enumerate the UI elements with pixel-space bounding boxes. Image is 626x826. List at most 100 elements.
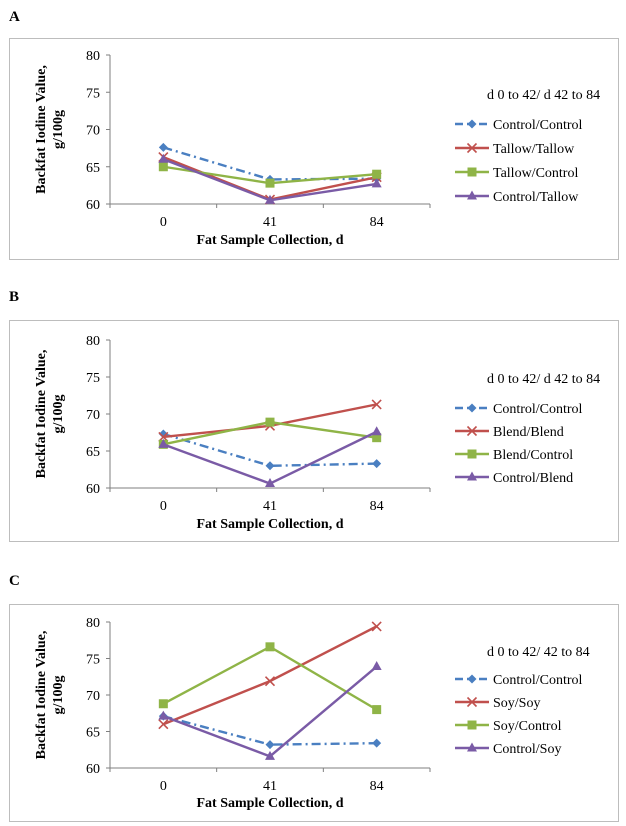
chart-2-series-1-point-0	[158, 719, 169, 730]
chart-2-y-tick-label-2: 70	[86, 689, 100, 704]
chart-0-x-tick-label-1: 41	[263, 215, 277, 230]
chart-0-legend-marker-0	[467, 119, 477, 129]
chart-2-y-tick-label-1: 65	[86, 726, 100, 741]
chart-0-series-3-point-2	[371, 178, 382, 188]
chart-1-legend-marker-1-stroke-2	[466, 425, 478, 437]
panel-label-b: B	[9, 289, 20, 305]
chart-2-series-1-point-2	[371, 621, 382, 632]
chart-2-x-tick-label-0: 0	[160, 779, 167, 794]
chart-b: 60 65 70 75 80 0 41 84 Fat Sample Collection, d B…	[9, 320, 619, 542]
chart-0-y-tick-label-4: 80	[86, 49, 100, 64]
chart-c: 60 65 70 75 80 0 41 84 Fat Sample Collection, d B…	[9, 604, 619, 822]
chart-2-series-0-point-2	[372, 738, 382, 748]
chart-0-y-tick-label-0: 60	[86, 198, 100, 213]
chart-2-series-1-point-2-stroke-2	[371, 621, 382, 632]
panel-label-a: A	[9, 9, 20, 25]
chart-a-svg: 60 65 70 75 80 0 41 84 Fat Sample Collection, d B…	[34, 49, 600, 248]
chart-1-series-3-point-1	[265, 478, 275, 488]
chart-0-x-axis-title: Fat Sample Collection, d	[197, 233, 344, 248]
chart-1-legend-label-1: Blend/Blend	[493, 425, 564, 440]
panel-label-c: C	[9, 573, 20, 589]
chart-c-svg: 60 65 70 75 80 0 41 84 Fat Sample Collection, d B…	[34, 616, 590, 811]
chart-1-series-3-point-2	[371, 426, 382, 436]
chart-2-legend-item-0: Control/Control	[455, 673, 583, 688]
chart-1-legend-marker-1	[466, 425, 478, 437]
chart-2-legend-item-1: Soy/Soy	[455, 696, 540, 711]
chart-2-y-axis-title-line-1: Backfat Iodine Value,	[34, 631, 49, 760]
chart-2-legend-marker-2	[467, 720, 477, 730]
chart-2-series-1-point-1-stroke-2	[264, 676, 276, 687]
chart-1-series-0	[158, 429, 382, 471]
chart-2-legend-marker-1-stroke-2	[466, 696, 478, 708]
chart-0-series-2-point-0	[158, 162, 168, 172]
chart-0-legend-title: d 0 to 42/ d 42 to 84	[487, 88, 600, 103]
chart-2-legend-marker-1	[466, 696, 478, 708]
chart-1-y-tick-label-2: 70	[86, 408, 100, 423]
chart-1-y-tick-label-1: 65	[86, 445, 100, 460]
chart-0-y-tick-label-3: 75	[86, 86, 100, 101]
chart-1-series-3	[158, 426, 382, 488]
chart-2-legend-title: d 0 to 42/ 42 to 84	[487, 645, 590, 660]
chart-1-legend-item-1: Blend/Blend	[455, 425, 564, 440]
chart-2-legend-marker-3	[467, 742, 477, 752]
chart-1-y-tick-label-4: 80	[86, 334, 100, 349]
chart-1-series-1-point-2	[371, 399, 382, 410]
chart-0-legend-label-0: Control/Control	[493, 118, 583, 133]
chart-1-series-0-point-2	[372, 459, 382, 469]
chart-0-legend-marker-2	[467, 167, 477, 177]
chart-2-series-0	[158, 711, 382, 750]
chart-2-legend-item-3: Control/Soy	[455, 742, 561, 757]
chart-0-legend-label-1: Tallow/Tallow	[493, 142, 575, 157]
chart-1-legend-item-0: Control/Control	[455, 402, 583, 417]
chart-2-series-3-point-2	[371, 661, 382, 671]
chart-1-legend-label-2: Blend/Control	[493, 448, 573, 463]
chart-2-series-2-point-0	[158, 699, 168, 709]
chart-0-legend-item-0: Control/Control	[455, 118, 583, 133]
chart-2-legend-item-2: Soy/Control	[455, 719, 562, 734]
chart-1-legend-label-0: Control/Control	[493, 402, 583, 417]
chart-2-legend-label-3: Control/Soy	[493, 742, 561, 757]
chart-1-x-tick-label-0: 0	[160, 499, 167, 514]
chart-1-series-3-line	[162, 430, 378, 485]
chart-2-series-1-point-0-stroke-2	[158, 719, 169, 730]
chart-1-y-tick-label-3: 75	[86, 371, 100, 386]
chart-1-x-tick-label-2: 84	[370, 499, 384, 514]
chart-0-y-tick-label-1: 65	[86, 161, 100, 176]
chart-0-legend-marker-1	[466, 142, 478, 154]
chart-2-y-tick-label-0: 60	[86, 762, 100, 777]
chart-1-legend-item-2: Blend/Control	[455, 448, 573, 463]
chart-0-series-3-point-1	[265, 194, 275, 204]
chart-1-legend-title: d 0 to 42/ d 42 to 84	[487, 372, 600, 387]
chart-2-y-tick-label-4: 80	[86, 616, 100, 631]
chart-0-legend-label-3: Control/Tallow	[493, 190, 579, 205]
chart-2-series-0-point-1	[265, 740, 275, 750]
chart-2-legend-label-0: Control/Control	[493, 673, 583, 688]
chart-1-series-2-point-2	[372, 433, 382, 443]
chart-2-series-3-point-0	[158, 710, 169, 720]
chart-0-legend-marker-3	[467, 190, 477, 200]
chart-0-x-tick-label-0: 0	[160, 215, 167, 230]
chart-1-legend-label-3: Control/Blend	[493, 471, 573, 486]
chart-2-series-2-line	[162, 645, 378, 711]
chart-0-y-axis-title-line-1: Backfat Iodine Value,	[34, 65, 49, 194]
chart-2-x-tick-label-1: 41	[263, 779, 277, 794]
chart-0-series-3	[158, 153, 382, 204]
chart-0-legend-marker-1-stroke-2	[466, 142, 478, 154]
chart-2-legend-label-1: Soy/Soy	[493, 696, 540, 711]
chart-0-legend-item-2: Tallow/Control	[455, 166, 578, 181]
chart-0-series-2-point-1	[265, 178, 275, 188]
chart-1-y-axis-title-line-2: g/100g	[51, 395, 66, 434]
chart-1-legend-marker-0	[467, 403, 477, 413]
chart-2-x-tick-label-2: 84	[370, 779, 384, 794]
chart-0-legend-label-2: Tallow/Control	[493, 166, 578, 181]
chart-a: 60 65 70 75 80 0 41 84 Fat Sample Collection, d B…	[9, 38, 619, 260]
chart-2-series-1-point-1	[264, 676, 276, 687]
chart-1-x-axis-title: Fat Sample Collection, d	[197, 517, 344, 532]
chart-2-series-2	[158, 642, 382, 715]
chart-1-y-tick-label-0: 60	[86, 482, 100, 497]
chart-2-legend-marker-0	[467, 674, 477, 684]
chart-2-series-2-point-1	[265, 642, 275, 652]
chart-1-y-axis-title-line-1: Backfat Iodine Value,	[34, 350, 49, 479]
chart-0-legend-item-1: Tallow/Tallow	[455, 142, 575, 157]
chart-1-series-0-point-0	[158, 429, 168, 439]
